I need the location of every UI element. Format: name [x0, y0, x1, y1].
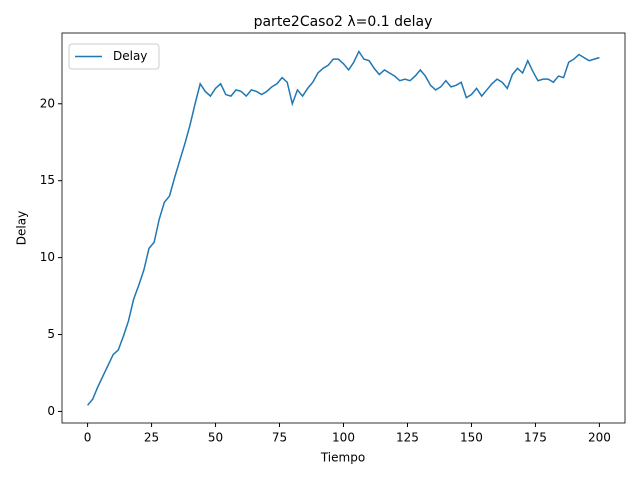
x-tick-label: 100: [332, 431, 355, 445]
x-tick-label: 125: [396, 431, 419, 445]
x-tick-label: 200: [588, 431, 611, 445]
y-axis-label: Delay: [15, 211, 29, 245]
y-tick-label: 5: [47, 327, 55, 341]
x-axis-label: Tiempo: [320, 451, 365, 465]
legend-box: [68, 43, 160, 70]
plot-frame: [61, 32, 626, 424]
chart-title: parte2Caso2 λ=0.1 delay: [254, 14, 433, 30]
y-tick-label: 10: [40, 250, 55, 264]
x-tick-label: 75: [272, 431, 287, 445]
y-tick-label: 15: [40, 173, 55, 187]
x-tick-label: 50: [208, 431, 223, 445]
legend-label: Delay: [113, 49, 147, 63]
x-tick-label: 25: [144, 431, 159, 445]
y-tick-label: 20: [40, 96, 55, 110]
x-tick-label: 0: [84, 431, 92, 445]
data-line: [87, 49, 600, 406]
x-tick-label: 175: [524, 431, 547, 445]
y-tick-label: 0: [47, 404, 55, 418]
x-tick-label: 150: [460, 431, 483, 445]
